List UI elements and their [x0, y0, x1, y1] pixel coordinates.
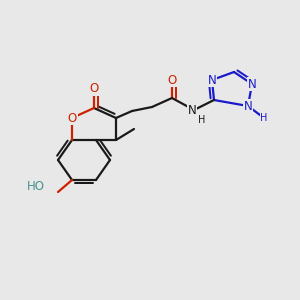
Text: N: N — [244, 100, 252, 112]
Text: N: N — [248, 77, 256, 91]
Text: O: O — [68, 112, 76, 124]
Text: HO: HO — [27, 179, 45, 193]
Text: N: N — [208, 74, 216, 86]
Text: O: O — [167, 74, 177, 86]
Text: N: N — [188, 103, 196, 116]
Text: H: H — [260, 113, 268, 123]
Text: O: O — [89, 82, 99, 95]
Text: H: H — [198, 115, 206, 125]
